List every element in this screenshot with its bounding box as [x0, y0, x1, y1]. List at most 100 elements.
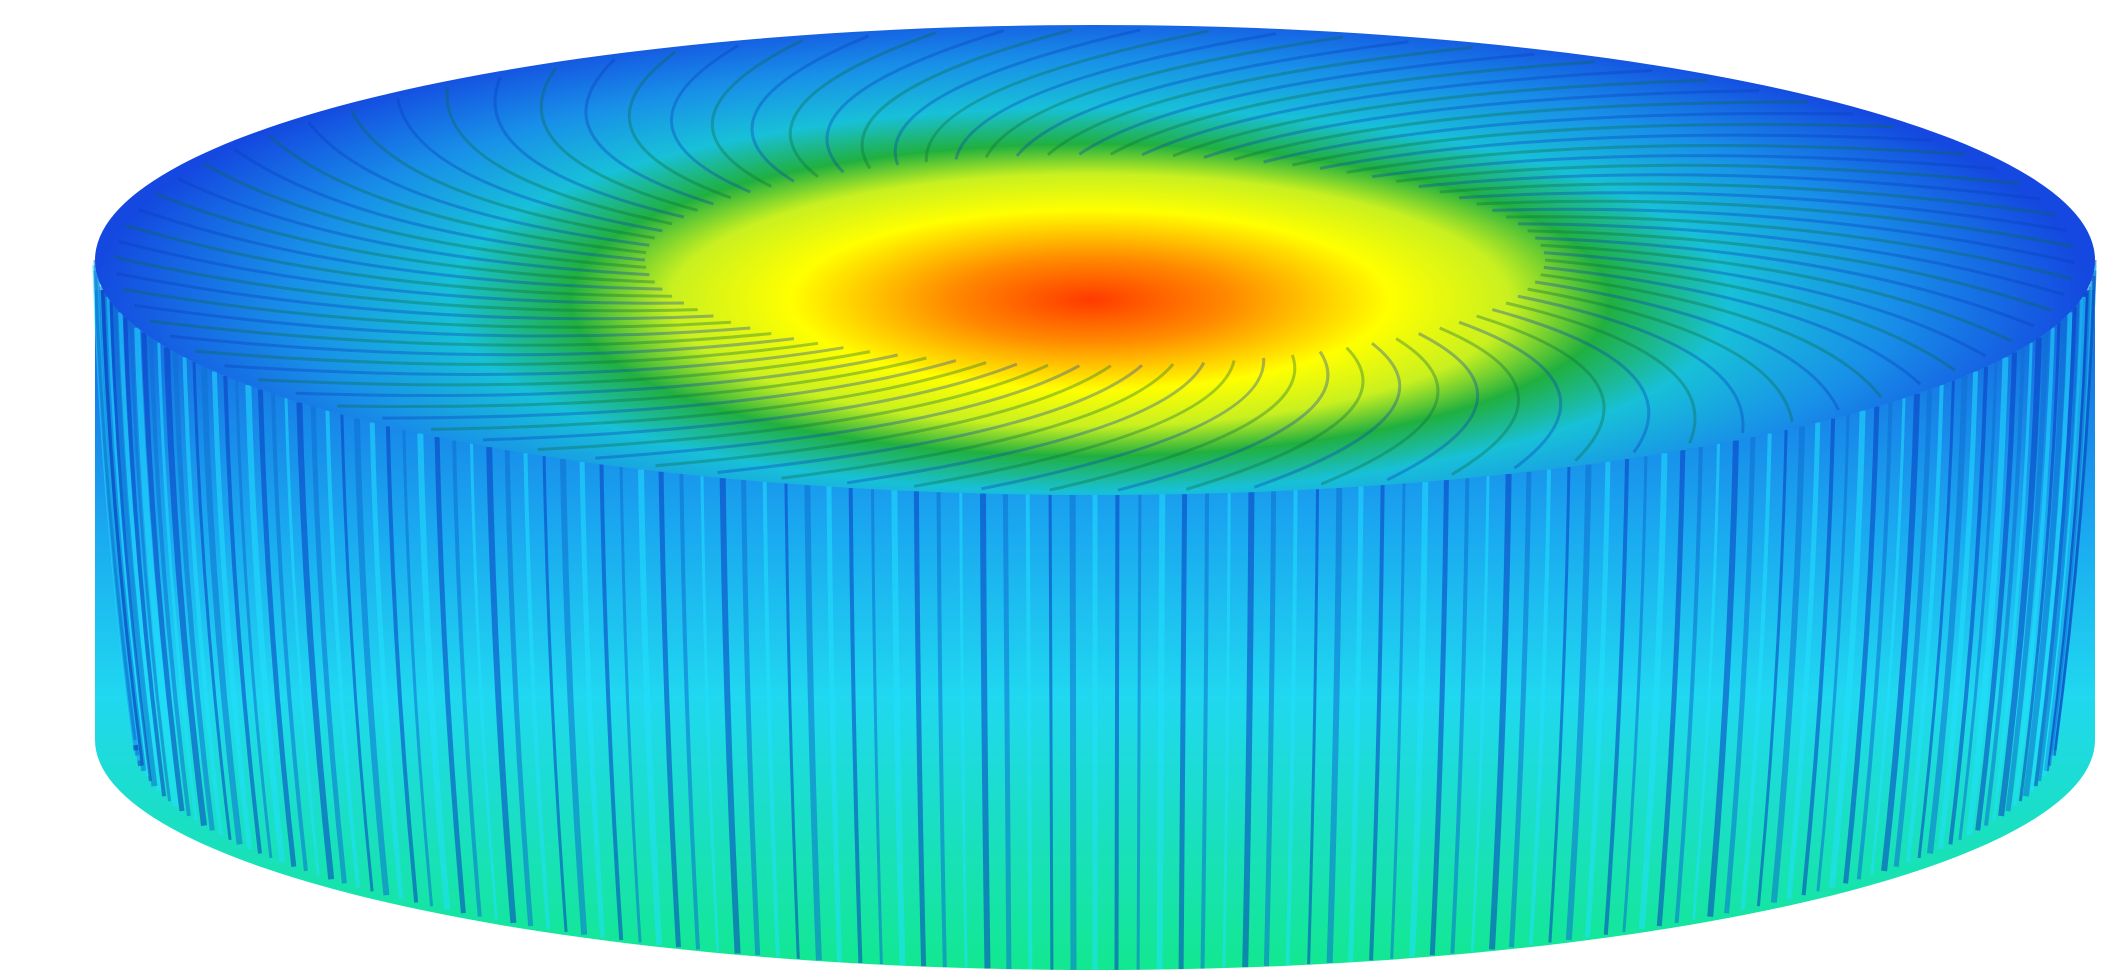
side-strand — [1984, 347, 2026, 826]
side-strand — [2033, 307, 2077, 787]
top-strand — [1418, 173, 2041, 201]
top-strand — [1527, 229, 2052, 312]
top-strand — [1534, 280, 1840, 411]
side-strand — [1136, 494, 1142, 970]
top-strand — [1543, 265, 1922, 386]
top-strand — [717, 364, 1143, 474]
top-strand — [1517, 222, 2065, 297]
side-strand — [1603, 458, 1629, 935]
side-strand — [402, 429, 434, 907]
side-strand — [1828, 410, 1866, 888]
top-strand — [1476, 199, 2074, 248]
side-strand — [296, 402, 335, 880]
side-strand — [1222, 492, 1231, 968]
side-strand — [1622, 456, 1648, 933]
side-strand — [1369, 485, 1385, 961]
side-strand — [173, 352, 215, 831]
top-strand — [133, 303, 751, 338]
top-strand — [1505, 301, 1697, 444]
side-strand — [700, 476, 720, 952]
top-strand — [382, 359, 957, 420]
top-strand — [670, 44, 751, 194]
top-strand — [846, 361, 1206, 485]
top-strand — [122, 288, 731, 329]
side-strand — [980, 493, 991, 969]
side-strand — [959, 492, 968, 968]
top-strand — [295, 353, 899, 398]
side-strand — [719, 478, 741, 954]
side-strand — [599, 464, 624, 941]
side-strand — [1200, 493, 1209, 969]
side-strand — [134, 327, 179, 807]
top-strand — [116, 272, 714, 321]
side-strand — [129, 322, 172, 802]
side-strand — [1285, 490, 1298, 966]
side-strand — [679, 473, 700, 950]
side-strand — [310, 406, 347, 884]
top-strand — [170, 334, 795, 357]
side-strand — [1025, 494, 1033, 970]
side-strand — [123, 317, 167, 797]
top-strand — [1543, 251, 1987, 358]
top-strand — [1203, 89, 1759, 159]
side-strands — [92, 259, 2097, 970]
side-strand — [182, 357, 223, 836]
side-strand — [1638, 453, 1668, 930]
side-strand — [141, 332, 185, 812]
side-strand — [1156, 494, 1166, 970]
top-strand — [913, 360, 1236, 488]
side-strand — [619, 466, 642, 943]
side-strand — [1674, 446, 1703, 924]
top-strand — [1049, 354, 1297, 492]
side-strand — [340, 414, 374, 892]
top-strand — [1439, 326, 1520, 476]
top-strand — [1172, 78, 1708, 158]
side-strand — [1786, 422, 1821, 900]
side-strand — [1307, 489, 1319, 965]
side-strand — [1565, 464, 1592, 941]
top-strand — [138, 208, 663, 291]
top-strand — [584, 58, 714, 206]
side-strand — [1069, 494, 1077, 970]
top-strand — [1291, 122, 1895, 167]
side-strand — [1905, 384, 1944, 863]
side-strand — [523, 453, 551, 930]
top-strand — [1371, 154, 1995, 179]
side-strand — [504, 450, 534, 927]
top-strand — [860, 28, 1073, 170]
side-strand — [235, 380, 273, 859]
side-strand — [1881, 393, 1920, 872]
side-strand — [1002, 494, 1012, 970]
side-strand — [117, 312, 162, 792]
side-strand — [1801, 418, 1836, 896]
side-strand — [2022, 317, 2068, 797]
side-strand — [385, 426, 419, 903]
top-strand — [1540, 273, 1883, 399]
side-strand — [1470, 476, 1490, 952]
side-strand — [93, 259, 137, 741]
side-strand — [109, 301, 152, 782]
side-strand — [470, 443, 498, 920]
side-strand — [1326, 487, 1343, 964]
side-strand — [149, 337, 191, 817]
side-strand — [658, 471, 681, 948]
side-strand — [1707, 440, 1739, 917]
top-strand — [1476, 314, 1606, 462]
top-strand — [750, 34, 870, 183]
top-strand — [1141, 69, 1653, 157]
top-strand — [350, 109, 656, 240]
side-strand — [1816, 414, 1850, 892]
top-strand — [1015, 40, 1409, 157]
top-strand — [482, 362, 1018, 442]
top-strand — [125, 223, 673, 298]
side-strand — [1429, 479, 1449, 956]
top-strand — [203, 162, 647, 269]
side-strand — [1724, 436, 1756, 914]
top-strand — [1458, 320, 1563, 470]
top-strand — [1439, 182, 2057, 217]
side-strand — [417, 433, 451, 911]
top-strand — [268, 134, 647, 255]
side-strand — [271, 393, 308, 872]
top-strand — [1047, 46, 1473, 156]
top-strand — [1320, 337, 1440, 486]
